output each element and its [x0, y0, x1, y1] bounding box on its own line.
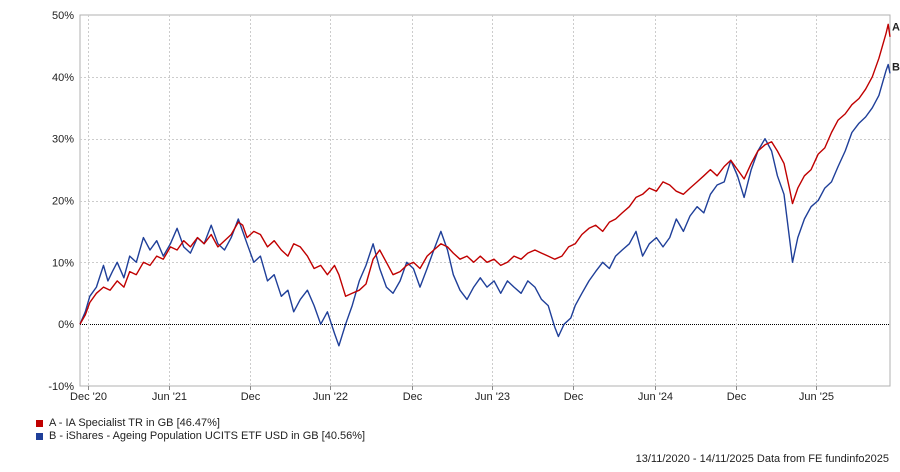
legend-item-a: A - IA Specialist TR in GB [46.47%]	[36, 417, 365, 430]
x-tick-label: Jun '21	[152, 391, 187, 403]
y-tick-label: 50%	[52, 10, 74, 22]
series-end-label-a: A	[892, 21, 900, 33]
legend-label-a: A - IA Specialist TR in GB [46.47%]	[49, 417, 220, 429]
x-tick-label: Jun '24	[638, 391, 673, 403]
y-tick-label: -10%	[48, 381, 74, 393]
y-tick-label: 0%	[58, 319, 74, 331]
legend-swatch-b	[36, 433, 43, 440]
axis-layer: -10% 0% 10% 20% 30% 40% 50% Dec '20 Jun '21 Dec Ju…	[48, 10, 834, 403]
x-tick-label: Jun '25	[799, 391, 834, 403]
series-end-label-b: B	[892, 61, 900, 73]
legend-swatch-a	[36, 420, 43, 427]
x-tick-label: Dec '20	[70, 391, 107, 403]
x-tick-label: Jun '23	[475, 391, 510, 403]
grid-layer	[79, 14, 891, 387]
y-tick-label: 20%	[52, 196, 74, 208]
y-tick-label: 10%	[52, 257, 74, 269]
legend: A - IA Specialist TR in GB [46.47%] B - …	[36, 417, 365, 443]
x-tick-label: Jun '22	[313, 391, 348, 403]
x-tick-label: Dec	[727, 391, 747, 403]
source-note: 13/11/2020 - 14/11/2025 Data from FE fun…	[635, 453, 889, 465]
legend-label-b: B - iShares - Ageing Population UCITS ET…	[49, 430, 366, 442]
series-line-b	[79, 63, 891, 347]
series-layer	[79, 23, 891, 347]
plot-frame	[79, 14, 891, 387]
legend-item-b: B - iShares - Ageing Population UCITS ET…	[36, 430, 365, 443]
x-tick-label: Dec	[564, 391, 584, 403]
label-layer: AB	[892, 21, 900, 73]
y-tick-label: 40%	[52, 72, 74, 84]
y-tick-label: 30%	[52, 134, 74, 146]
series-line-a	[79, 23, 891, 325]
x-tick-label: Dec	[403, 391, 423, 403]
x-tick-label: Dec	[241, 391, 261, 403]
